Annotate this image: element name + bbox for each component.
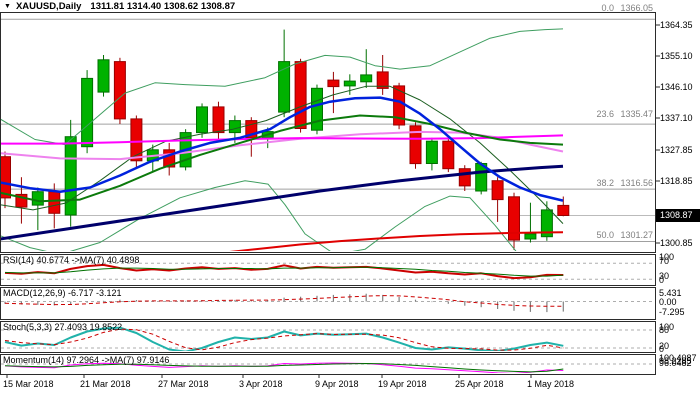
rsi-ma [4,266,564,277]
bollinger-lower [1,180,517,251]
candlesticks [1,29,570,250]
rsi-line [4,263,564,280]
ma-violet [1,130,564,161]
bollinger-upper [1,28,564,146]
macd-signal [4,295,564,307]
chart-symbol-period: XAUUSD,Daily [15,0,82,12]
momentum-line [4,362,564,373]
ma-navy-long [1,164,564,241]
stoch-d [4,328,564,351]
panel-border-2 [0,287,656,320]
panel-border-3 [0,321,656,353]
momentum-ma [4,363,564,373]
panel-border-4 [0,354,656,375]
ma-green-med [1,114,564,203]
panel-border-0 [0,12,656,253]
ma-red-200 [229,231,564,251]
stoch-k [4,326,564,351]
ma-blue [1,96,564,202]
sma-mid-thin [1,85,564,224]
panel-border-1 [0,254,656,286]
chart-ohlc-values: 1311.81 1314.40 1308.62 1308.87 [90,0,236,12]
current-price-badge: 1308.87 [656,209,700,222]
chart-title-bar: ▼ XAUUSD,Daily 1311.81 1314.40 1308.62 1… [0,0,700,12]
chart-dropdown-icon: ▼ [4,2,11,10]
